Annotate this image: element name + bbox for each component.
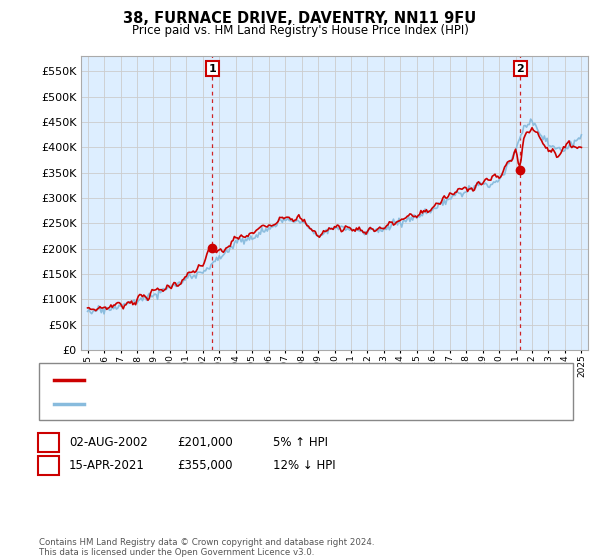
Text: Contains HM Land Registry data © Crown copyright and database right 2024.
This d: Contains HM Land Registry data © Crown c…: [39, 538, 374, 557]
Text: 2: 2: [44, 459, 53, 473]
Text: 38, FURNACE DRIVE, DAVENTRY, NN11 9FU (detached house): 38, FURNACE DRIVE, DAVENTRY, NN11 9FU (d…: [90, 375, 409, 385]
Text: 02-AUG-2002: 02-AUG-2002: [69, 436, 148, 449]
Text: £201,000: £201,000: [177, 436, 233, 449]
Text: 15-APR-2021: 15-APR-2021: [69, 459, 145, 473]
Text: HPI: Average price, detached house, West Northamptonshire: HPI: Average price, detached house, West…: [90, 399, 407, 409]
Text: 1: 1: [44, 436, 53, 449]
Text: Price paid vs. HM Land Registry's House Price Index (HPI): Price paid vs. HM Land Registry's House …: [131, 24, 469, 36]
Text: 38, FURNACE DRIVE, DAVENTRY, NN11 9FU: 38, FURNACE DRIVE, DAVENTRY, NN11 9FU: [124, 11, 476, 26]
Text: £355,000: £355,000: [177, 459, 233, 473]
Text: 12% ↓ HPI: 12% ↓ HPI: [273, 459, 335, 473]
Text: 5% ↑ HPI: 5% ↑ HPI: [273, 436, 328, 449]
Text: 2: 2: [517, 64, 524, 74]
Text: 1: 1: [208, 64, 216, 74]
